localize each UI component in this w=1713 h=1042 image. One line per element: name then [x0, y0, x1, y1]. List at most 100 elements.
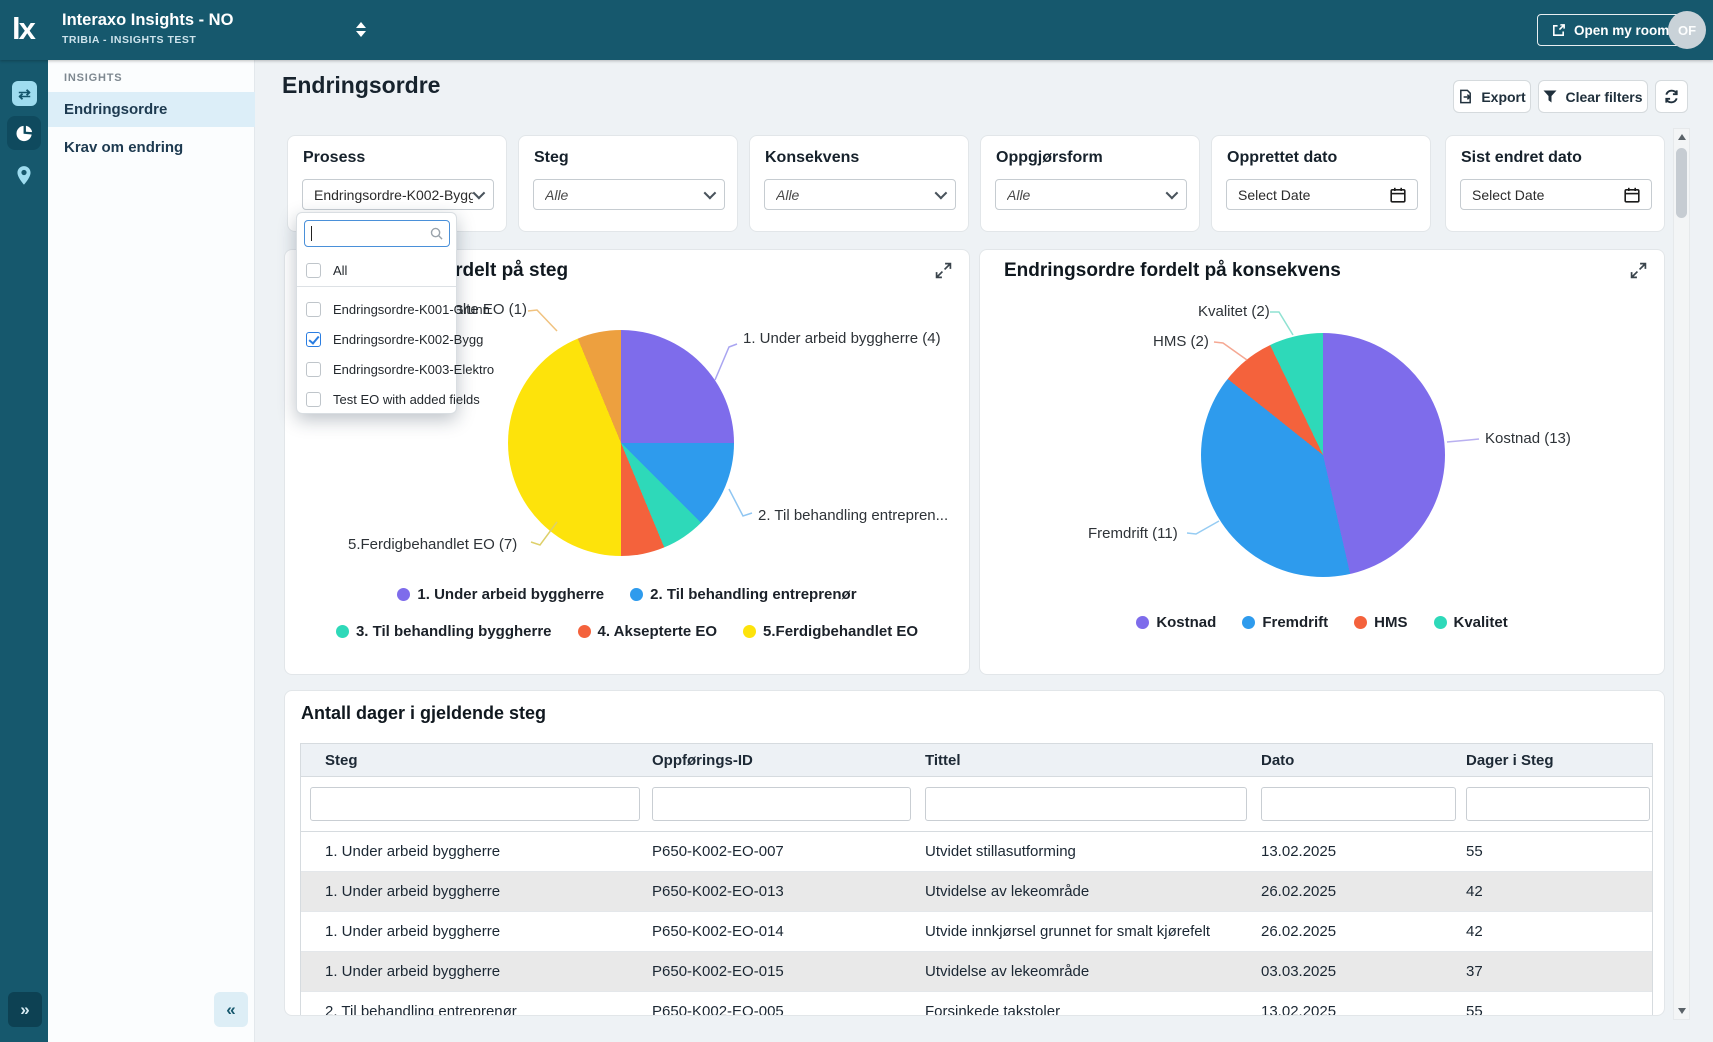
cell-opporings-id: P650-K002-EO-014 — [652, 923, 925, 940]
legend-item[interactable]: Fremdrift — [1242, 614, 1328, 631]
cell-dato: 26.02.2025 — [1261, 923, 1466, 940]
sidebar-section-label: INSIGHTS — [64, 72, 122, 84]
filter-card-sist-endret-dato: Sist endret dato Select Date — [1445, 135, 1665, 232]
scroll-down-arrow[interactable] — [1674, 1003, 1689, 1019]
checkbox[interactable] — [306, 332, 321, 347]
app-title: Interaxo Insights - NO — [62, 11, 233, 30]
sidebar-item-endringsordre[interactable]: Endringsordre — [48, 92, 255, 127]
checkbox[interactable] — [306, 302, 321, 317]
filter-input-steg[interactable] — [310, 787, 640, 821]
filter-label: Sist endret dato — [1461, 149, 1582, 167]
export-button[interactable]: Export — [1453, 80, 1531, 113]
filter-input-tittel[interactable] — [925, 787, 1247, 821]
refresh-icon — [1663, 88, 1680, 105]
pie-chart-steg[interactable] — [508, 330, 734, 556]
avatar[interactable]: OF — [1668, 11, 1706, 49]
dropdown-search-box[interactable] — [304, 220, 450, 247]
checkbox[interactable] — [306, 362, 321, 377]
table-card: Antall dager i gjeldende steg Steg Oppfø… — [284, 690, 1665, 1016]
filter-input-dato[interactable] — [1261, 787, 1456, 821]
legend-label: 4. Aksepterte EO — [598, 623, 718, 640]
interaxo-logo: lx — [12, 8, 52, 50]
expand-chart-icon[interactable] — [1630, 262, 1647, 279]
filter-input-opporings-id[interactable] — [652, 787, 911, 821]
insights-pie-icon[interactable] — [7, 116, 41, 150]
room-switcher-icon[interactable] — [356, 22, 366, 37]
sidebar-item-krav-om-endring[interactable]: Krav om endring — [48, 130, 255, 165]
filter-input-dager-i-steg[interactable] — [1466, 787, 1650, 821]
column-header-steg[interactable]: Steg — [301, 752, 652, 769]
collapse-sidebar-button[interactable]: « — [214, 992, 248, 1027]
legend-item[interactable]: 3. Til behandling byggherre — [336, 623, 552, 640]
expand-sidebar-button[interactable]: » — [8, 992, 42, 1027]
cell-steg: 1. Under arbeid byggherre — [301, 963, 652, 980]
export-icon — [1458, 89, 1473, 104]
checkbox[interactable] — [306, 392, 321, 407]
dropdown-option-k003[interactable]: Endringsordre-K003-Elektro — [297, 354, 456, 384]
pie-chart-glyph — [15, 124, 34, 143]
screen: lx Interaxo Insights - NO TRIBIA - INSIG… — [0, 0, 1713, 1042]
cell-tittel: Forsinkede takstoler — [925, 1003, 1261, 1016]
dropdown-option-test-eo[interactable]: Test EO with added fields — [297, 384, 456, 414]
legend-dot — [336, 625, 349, 638]
steg-select[interactable]: Alle — [533, 179, 725, 210]
cell-dato: 13.02.2025 — [1261, 1003, 1466, 1016]
option-label: Endringsordre-K002-Bygg — [333, 332, 483, 347]
cell-dager-i-steg: 37 — [1466, 963, 1654, 980]
prosess-select[interactable]: Endringsordre-K002-Bygg — [302, 179, 494, 210]
legend-row: 1. Under arbeid byggherre 2. Til behandl… — [285, 586, 969, 603]
legend-item[interactable]: 4. Aksepterte EO — [578, 623, 718, 640]
cell-steg: 2. Til behandling entreprenør — [301, 1003, 652, 1016]
pie-chart-konsekvens[interactable] — [1201, 333, 1445, 577]
cell-tittel: Utvidelse av lekeområde — [925, 883, 1261, 900]
chart-title-konsekvens: Endringsordre fordelt på konsekvens — [1004, 260, 1341, 282]
scrollbar-thumb[interactable] — [1676, 148, 1687, 218]
scroll-up-arrow[interactable] — [1674, 129, 1689, 145]
legend-item[interactable]: HMS — [1354, 614, 1407, 631]
legend-label: HMS — [1374, 614, 1407, 631]
table-row: 2. Til behandling entreprenør P650-K002-… — [301, 992, 1652, 1016]
legend-item[interactable]: Kvalitet — [1434, 614, 1508, 631]
legend-item[interactable]: 1. Under arbeid byggherre — [397, 586, 604, 603]
clear-filters-label: Clear filters — [1565, 89, 1642, 105]
opprettet-dato-picker[interactable]: Select Date — [1226, 179, 1418, 210]
legend-item[interactable]: 5.Ferdigbehandlet EO — [743, 623, 918, 640]
dropdown-search-input[interactable] — [312, 226, 430, 241]
chevron-down-icon — [935, 187, 948, 200]
location-pin-icon[interactable] — [14, 165, 34, 189]
column-header-opporings-id[interactable]: Oppførings-ID — [652, 752, 925, 769]
konsekvens-select[interactable]: Alle — [764, 179, 956, 210]
days-in-step-table: Steg Oppførings-ID Tittel Dato Dager i S… — [300, 743, 1653, 1016]
dropdown-option-all[interactable]: All — [297, 255, 456, 285]
expand-chart-icon[interactable] — [935, 262, 952, 279]
filter-label: Opprettet dato — [1227, 149, 1337, 167]
top-navbar: lx Interaxo Insights - NO TRIBIA - INSIG… — [0, 0, 1713, 60]
external-link-icon — [1551, 23, 1566, 38]
avatar-initials: OF — [1678, 23, 1696, 38]
chevron-down-icon — [473, 187, 486, 200]
prosess-select-value: Endringsordre-K002-Bygg — [314, 187, 473, 203]
legend-label: Kvalitet — [1454, 614, 1508, 631]
swap-arrows-icon[interactable]: ⇄ — [12, 81, 37, 106]
column-header-tittel[interactable]: Tittel — [925, 752, 1261, 769]
checkbox[interactable] — [306, 263, 321, 278]
legend-item[interactable]: Kostnad — [1136, 614, 1216, 631]
legend-item[interactable]: 2. Til behandling entreprenør — [630, 586, 856, 603]
refresh-button[interactable] — [1655, 80, 1688, 113]
chart-card-konsekvens: Endringsordre fordelt på konsekvens Kval… — [979, 249, 1665, 675]
column-header-dato[interactable]: Dato — [1261, 752, 1466, 769]
sist-endret-dato-picker[interactable]: Select Date — [1460, 179, 1652, 210]
callout-fremdrift: Fremdrift (11) — [1088, 525, 1178, 542]
clear-filters-button[interactable]: Clear filters — [1538, 80, 1648, 113]
konsekvens-select-value: Alle — [776, 187, 935, 203]
oppgjorsform-select[interactable]: Alle — [995, 179, 1187, 210]
dropdown-option-k001[interactable]: Endringsordre-K001-Grunn — [297, 294, 456, 324]
vertical-scrollbar[interactable] — [1673, 128, 1690, 1020]
legend-label: 5.Ferdigbehandlet EO — [763, 623, 918, 640]
table-row: 1. Under arbeid byggherre P650-K002-EO-0… — [301, 872, 1652, 912]
column-header-dager-i-steg[interactable]: Dager i Steg — [1466, 752, 1654, 769]
cell-dager-i-steg: 42 — [1466, 883, 1654, 900]
filter-card-konsekvens: Konsekvens Alle — [749, 135, 969, 232]
cell-dato: 26.02.2025 — [1261, 883, 1466, 900]
dropdown-option-k002[interactable]: Endringsordre-K002-Bygg — [297, 324, 456, 354]
